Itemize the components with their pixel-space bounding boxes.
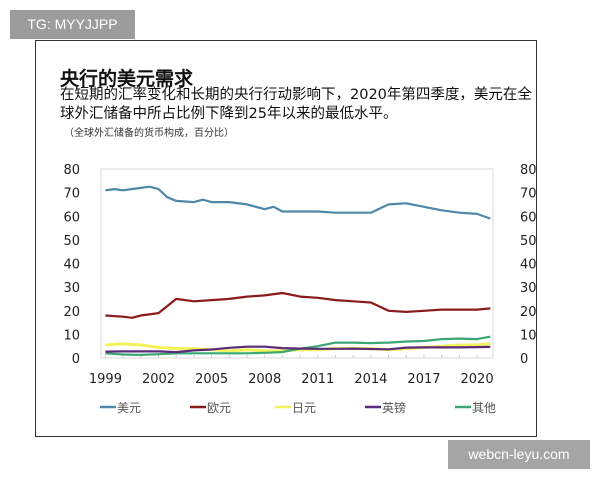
legend-label: 英镑 <box>382 400 406 415</box>
y-tick-label-right: 30 <box>520 281 537 296</box>
legend-label: 美元 <box>117 401 141 415</box>
watermark: webcn-leyu.com <box>448 440 590 469</box>
series-line-2 <box>105 291 491 319</box>
series-line-4 <box>105 345 491 354</box>
y-tick-label-right: 20 <box>520 305 537 320</box>
x-tick-label: 2002 <box>142 372 175 387</box>
y-tick-label-right: 50 <box>520 234 537 249</box>
legend-label: 日元 <box>292 401 316 415</box>
x-tick-label: 2020 <box>461 372 494 387</box>
y-tick-label-left: 70 <box>63 187 80 202</box>
y-tick-label-right: 80 <box>520 163 537 178</box>
legend-label: 欧元 <box>207 401 231 415</box>
chart-subtitle: 在短期的汇率变化和长期的央行行动影响下，2020年第四季度，美元在全球外汇储备中… <box>60 87 532 122</box>
chart-frame <box>35 40 537 437</box>
series-line-1 <box>105 185 491 220</box>
legend-label: 其他 <box>472 401 496 415</box>
chart-note: （全球外汇储备的货币构成，百分比） <box>64 128 234 139</box>
y-tick-label-left: 0 <box>72 352 80 367</box>
y-tick-label-left: 80 <box>63 163 80 178</box>
y-tick-label-right: 40 <box>520 258 537 273</box>
x-tick-label: 2014 <box>354 372 387 387</box>
channel-badge: TG: MYYJJPP <box>10 10 135 39</box>
y-tick-label-right: 0 <box>520 352 528 367</box>
y-tick-label-left: 10 <box>63 328 80 343</box>
y-tick-label-left: 20 <box>63 305 80 320</box>
x-tick-label: 2017 <box>407 372 440 387</box>
x-tick-label: 2005 <box>195 372 228 387</box>
x-tick-label: 2008 <box>248 372 281 387</box>
y-tick-label-left: 50 <box>63 234 80 249</box>
x-tick-label: 2011 <box>301 372 334 387</box>
y-tick-label-left: 30 <box>63 281 80 296</box>
plot-area <box>100 168 494 359</box>
y-tick-label-right: 60 <box>520 210 537 225</box>
y-tick-label-right: 70 <box>520 187 537 202</box>
y-tick-label-right: 10 <box>520 328 537 343</box>
chart-title: 央行的美元需求 <box>60 68 194 90</box>
y-tick-label-left: 60 <box>63 210 80 225</box>
x-tick-label: 1999 <box>89 372 122 387</box>
y-tick-label-left: 40 <box>63 258 80 273</box>
